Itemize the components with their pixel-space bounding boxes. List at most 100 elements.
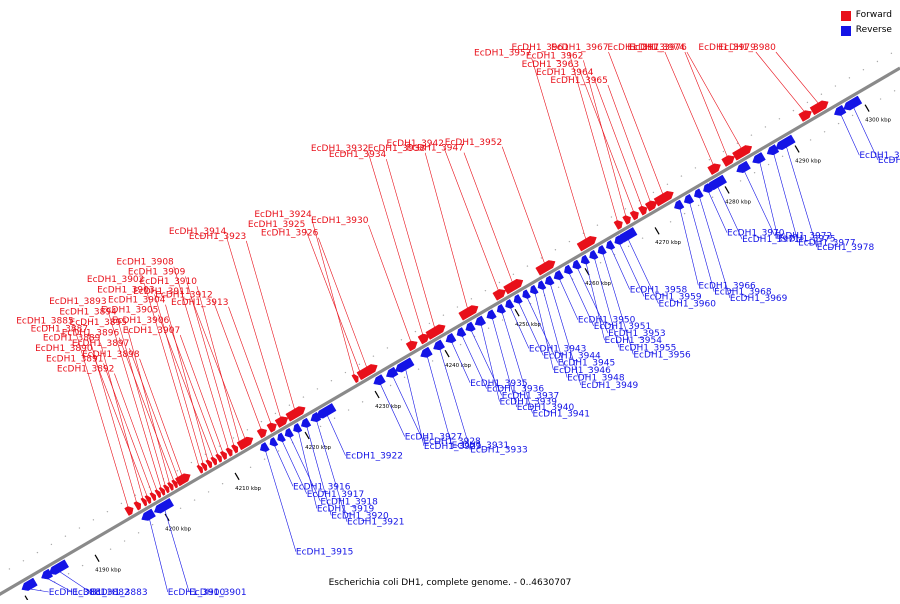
reverse-gene-label: EcDH1_3975 — [778, 235, 835, 245]
forward-gene — [140, 497, 148, 507]
reverse-gene — [706, 174, 728, 191]
reverse-gene-leader — [481, 325, 500, 402]
reverse-gene — [606, 240, 616, 250]
forward-gene-leader — [225, 235, 281, 418]
minor-tick — [218, 445, 221, 447]
forward-gene-leader — [368, 224, 412, 342]
minor-tick — [792, 109, 795, 112]
minor-tick — [176, 470, 179, 472]
tick-label: 4280 kbp — [725, 199, 751, 205]
forward-gene-label: EcDH1_3902 — [87, 275, 144, 285]
forward-gene-leader — [228, 306, 272, 424]
minor-tick — [232, 437, 235, 439]
minor-tick — [403, 376, 406, 379]
reverse-gene — [544, 275, 555, 286]
minor-tick — [431, 360, 434, 362]
forward-gene-label: EcDH1_3967 — [551, 43, 608, 53]
tick-label: 4200 kbp — [165, 527, 191, 533]
reverse-gene-leader — [471, 331, 502, 396]
minor-tick — [708, 159, 711, 161]
reverse-gene-label: EcDH1_3937 — [502, 391, 559, 401]
minor-tick — [806, 101, 809, 104]
forward-gene-leader — [593, 76, 643, 207]
minor-tick — [190, 461, 193, 464]
forward-gene — [215, 453, 222, 463]
forward-gene-leader — [139, 358, 183, 476]
reverse-gene-label: EcDH1_3941 — [533, 409, 590, 419]
minor-tick — [820, 93, 823, 95]
forward-gene — [205, 459, 213, 469]
reverse-gene-leader — [619, 244, 645, 297]
forward-gene-label: EcDH1_3924 — [254, 210, 312, 220]
forward-gene-label: EcDH1_3887 — [31, 324, 88, 334]
reverse-gene — [385, 366, 399, 378]
reverse-swatch — [840, 25, 851, 36]
legend-reverse: Reverse — [840, 23, 892, 38]
minor-tick — [680, 175, 683, 177]
forward-gene-leader — [185, 276, 234, 445]
minor-tick — [753, 172, 756, 174]
reverse-gene-leader — [492, 318, 518, 408]
reverse-gene — [456, 327, 467, 337]
reverse-gene-label: EcDH1_3950 — [578, 316, 636, 326]
minor-tick — [834, 85, 837, 87]
reverse-gene-label: EcDH1_3928 — [423, 437, 481, 447]
minor-tick — [501, 319, 504, 321]
reverse-gene-leader — [559, 279, 579, 320]
reverse-gene-label: EcDH1_3943 — [529, 344, 586, 354]
forward-gene-leader — [179, 334, 223, 452]
minor-tick — [781, 155, 784, 158]
minor-tick — [862, 68, 865, 71]
tick-label: 4300 kbp — [865, 117, 891, 123]
minor-tick — [694, 167, 697, 169]
tick-mark — [514, 308, 520, 317]
minor-tick — [263, 458, 266, 460]
minor-tick — [568, 240, 571, 243]
reverse-gene-leader — [577, 268, 609, 334]
forward-gene-label: EcDH1_3947 — [407, 144, 464, 154]
reverse-gene-leader — [439, 349, 471, 450]
reverse-gene — [474, 315, 487, 326]
reverse-gene-leader — [708, 192, 728, 233]
minor-tick — [750, 134, 753, 136]
forward-gene-leader — [114, 373, 157, 490]
reverse-gene-label: EcDH1_3960 — [659, 300, 717, 310]
forward-gene-leader — [92, 353, 148, 496]
forward-gene-label: EcDH1_3896 — [62, 329, 120, 339]
legend: Forward Reverse — [840, 8, 892, 38]
reverse-gene-leader — [602, 254, 634, 355]
forward-gene — [225, 447, 233, 457]
reverse-gene-label: EcDH1_3931 — [452, 441, 509, 451]
minor-tick — [204, 453, 207, 456]
reverse-gene-leader — [451, 342, 471, 383]
reverse-gene — [310, 411, 322, 423]
reverse-gene-leader — [327, 415, 346, 456]
forward-gene — [357, 364, 378, 380]
forward-gene — [133, 501, 142, 511]
minor-tick — [109, 548, 112, 550]
minor-tick — [193, 499, 196, 501]
forward-gene — [425, 324, 446, 340]
forward-gene-leader — [190, 295, 246, 439]
reverse-gene — [736, 160, 751, 173]
reverse-gene — [530, 284, 539, 295]
reverse-gene-leader — [405, 369, 425, 446]
forward-gene — [638, 205, 648, 216]
forward-gene-leader — [245, 240, 295, 410]
forward-gene-label: EcDH1_3891 — [46, 354, 103, 364]
reverse-gene — [277, 432, 286, 443]
minor-tick — [137, 532, 140, 534]
genome-caption: Escherichia coli DH1, complete genome. -… — [328, 578, 572, 588]
minor-tick — [736, 142, 739, 145]
minor-tick — [123, 540, 126, 542]
forward-gene-label: EcDH1_3908 — [116, 258, 174, 268]
minor-tick — [221, 483, 224, 485]
reverse-gene-label: EcDH1_3881 — [49, 588, 106, 598]
tick-mark — [234, 472, 240, 481]
minor-tick — [106, 510, 109, 513]
forward-gene-label: EcDH1_3957 — [474, 49, 531, 59]
reverse-gene-label: EcDH1_3949 — [581, 381, 639, 391]
reverse-gene-label: EcDH1_3969 — [730, 294, 788, 304]
